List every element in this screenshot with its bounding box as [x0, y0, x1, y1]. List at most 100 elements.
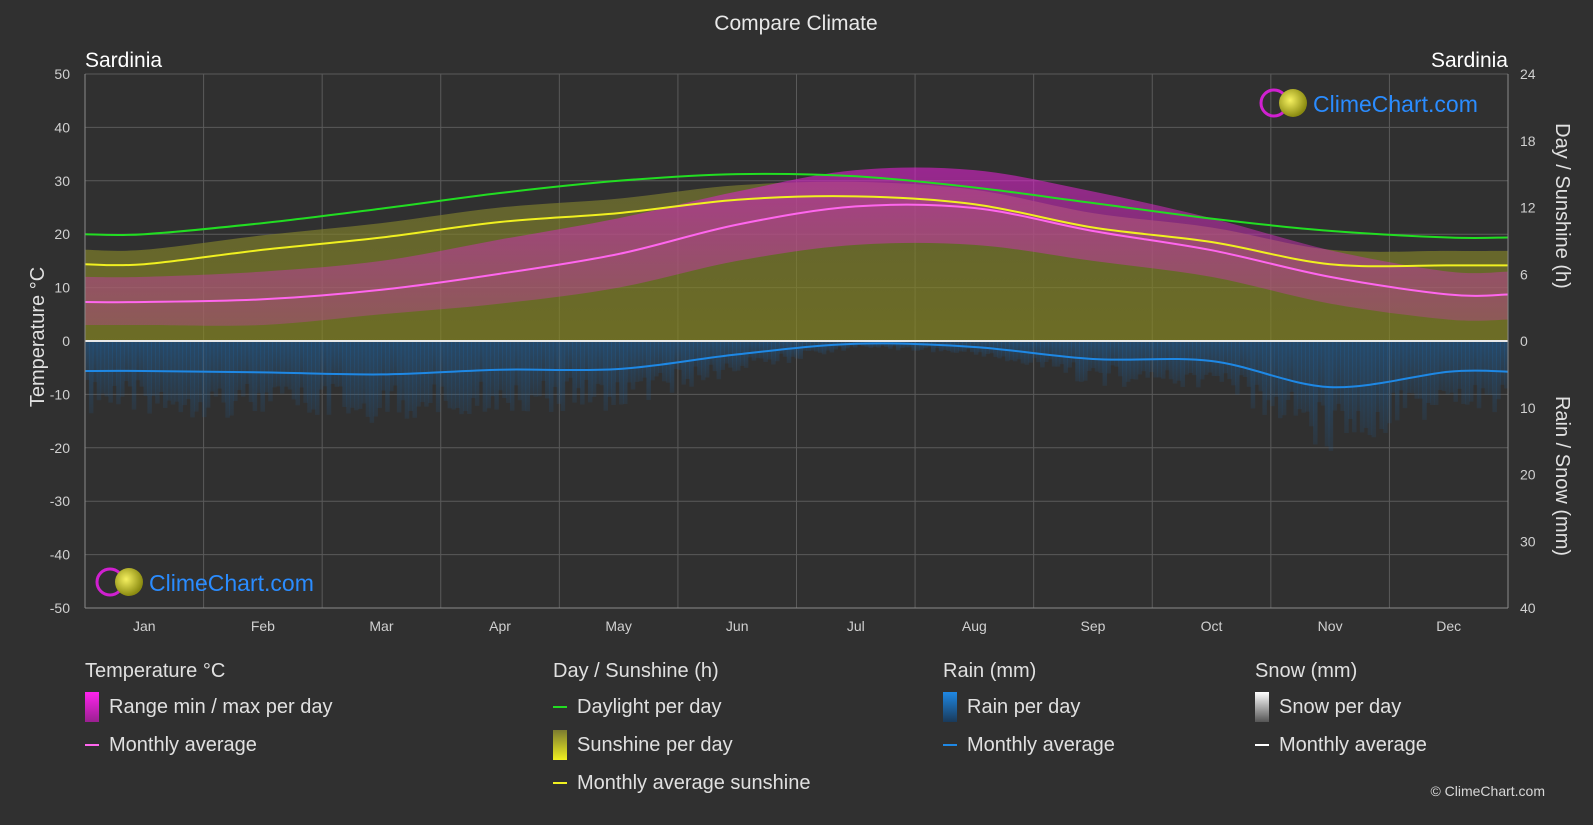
rain-day-bar — [626, 341, 632, 383]
legend-sunshine-avg: Monthly average sunshine — [553, 764, 810, 802]
x-month-tick-label: Jul — [847, 618, 865, 634]
rain-day-bar — [661, 341, 667, 382]
rain-day-bar — [1203, 341, 1209, 375]
rain-day-bar — [638, 341, 644, 382]
temperature-range-band — [85, 167, 1508, 326]
x-month-tick-label: Jan — [133, 618, 156, 634]
logo-sun-icon — [1279, 89, 1307, 117]
rain-day-bar — [1313, 341, 1318, 445]
daylight-swatch — [553, 706, 567, 708]
rain-day-bar — [919, 341, 924, 350]
rain-day-bar — [603, 341, 609, 411]
logo-text: ClimeChart.com — [1313, 91, 1478, 117]
rain-day-bar — [1402, 341, 1408, 409]
rain-day-bar — [1316, 341, 1322, 403]
rain-day-bar — [338, 341, 343, 387]
rain-day-bar — [135, 341, 141, 381]
rain-day-bar — [272, 341, 277, 388]
copyright[interactable]: © ClimeChart.com — [1430, 783, 1545, 799]
rain-day-bar — [1231, 341, 1236, 386]
x-month-tick-label: Jun — [726, 618, 749, 634]
climate-chart: Compare Climate Sardinia Sardinia Temper… — [27, 12, 1573, 634]
legend-daylight: Daylight per day — [553, 688, 810, 726]
rain-day-bar — [201, 341, 207, 418]
rain-day-bar — [529, 341, 534, 396]
rain-day-bar — [1083, 341, 1088, 381]
rain-day-bar — [931, 341, 936, 353]
rain-day-bar — [131, 341, 137, 410]
rain-day-bar — [681, 341, 686, 385]
rain-day-bar — [1262, 341, 1267, 415]
rain-day-bar — [677, 341, 683, 370]
rain-day-bar — [287, 341, 293, 390]
rain-day-bar — [950, 341, 955, 353]
rain-day-bar — [1379, 341, 1384, 430]
rain-day-bar — [143, 341, 148, 396]
logo-bottom[interactable]: ClimeChart.com — [95, 567, 314, 597]
rain-day-bar — [155, 341, 160, 404]
rain-day-bar — [1293, 341, 1299, 416]
y-right-hours-tick-label: 0 — [1520, 333, 1528, 349]
rain-day-bar — [1250, 341, 1256, 409]
rain-day-bar — [584, 341, 589, 380]
rain-day-bar — [186, 341, 191, 400]
rain-day-bar — [775, 341, 780, 362]
rain-day-bar — [1480, 341, 1486, 389]
rain-day-bar — [704, 341, 710, 378]
rain-day-bar — [938, 341, 944, 352]
rain-day-bar — [147, 341, 152, 414]
rain-day-bar — [237, 341, 242, 391]
rain-day-bar — [1437, 341, 1443, 390]
rain-day-bar — [392, 341, 398, 386]
rain-day-bar — [330, 341, 336, 384]
rain-day-bar — [619, 341, 624, 405]
rain-day-bar — [315, 341, 320, 415]
rain-day-bar — [537, 341, 542, 397]
rain-day-bar — [525, 341, 531, 412]
location-left: Sardinia — [85, 49, 162, 72]
rain-day-bar — [229, 341, 234, 416]
logo-top[interactable]: ClimeChart.com — [1259, 88, 1478, 118]
rain-day-bar — [700, 341, 706, 381]
x-month-tick-label: Aug — [962, 618, 987, 634]
legend-temp-avg: Monthly average — [85, 726, 332, 764]
rain-day-bar — [1406, 341, 1412, 393]
rain-day-bar — [1348, 341, 1353, 420]
rain-day-bar — [1309, 341, 1314, 427]
rain-day-bar — [1328, 341, 1334, 451]
x-month-tick-label: Mar — [369, 618, 393, 634]
rain-day-bar — [334, 341, 340, 387]
rain-day-bar — [1032, 341, 1037, 359]
rain-day-bar — [1500, 341, 1505, 385]
rain-day-bar — [1324, 341, 1330, 447]
rain-day-bar — [564, 341, 570, 382]
rain-day-bar — [299, 341, 304, 388]
rain-day-bar — [1122, 341, 1127, 387]
rain-day-bar — [279, 341, 285, 394]
rain-day-bar — [1102, 341, 1108, 386]
rain-day-bar — [209, 341, 215, 392]
legend-temp-avg-label: Monthly average — [109, 733, 257, 756]
rain-day-bar — [268, 341, 273, 402]
rain-day-bar — [580, 341, 585, 405]
rain-day-bar — [509, 341, 515, 411]
rain-day-bar — [966, 341, 971, 350]
legend-sunshine-day: Sunshine per day — [553, 726, 810, 764]
rain-day-bar — [732, 341, 737, 372]
legend-sunshine-label: Sunshine per day — [577, 733, 733, 756]
legend-rain-avg-label: Monthly average — [967, 733, 1115, 756]
rain-day-bar — [595, 341, 601, 384]
rain-day-bar — [868, 341, 874, 348]
sunshine-average-line — [84, 195, 1509, 268]
rain-day-bar — [1044, 341, 1049, 362]
y-right-hours-tick-label: 12 — [1520, 200, 1536, 216]
rain-day-bar — [1016, 341, 1022, 360]
legend-sunshine-avg-label: Monthly average sunshine — [577, 771, 811, 794]
rain-swatch — [943, 692, 957, 722]
rain-day-bar — [451, 341, 456, 410]
rain-day-bar — [1184, 341, 1189, 375]
rain-day-bar — [1219, 341, 1224, 382]
y-left-tick-label: -20 — [50, 440, 70, 456]
rain-day-bar — [307, 341, 312, 413]
legend-rain: Rain (mm) Rain per day Monthly average — [943, 660, 1115, 764]
